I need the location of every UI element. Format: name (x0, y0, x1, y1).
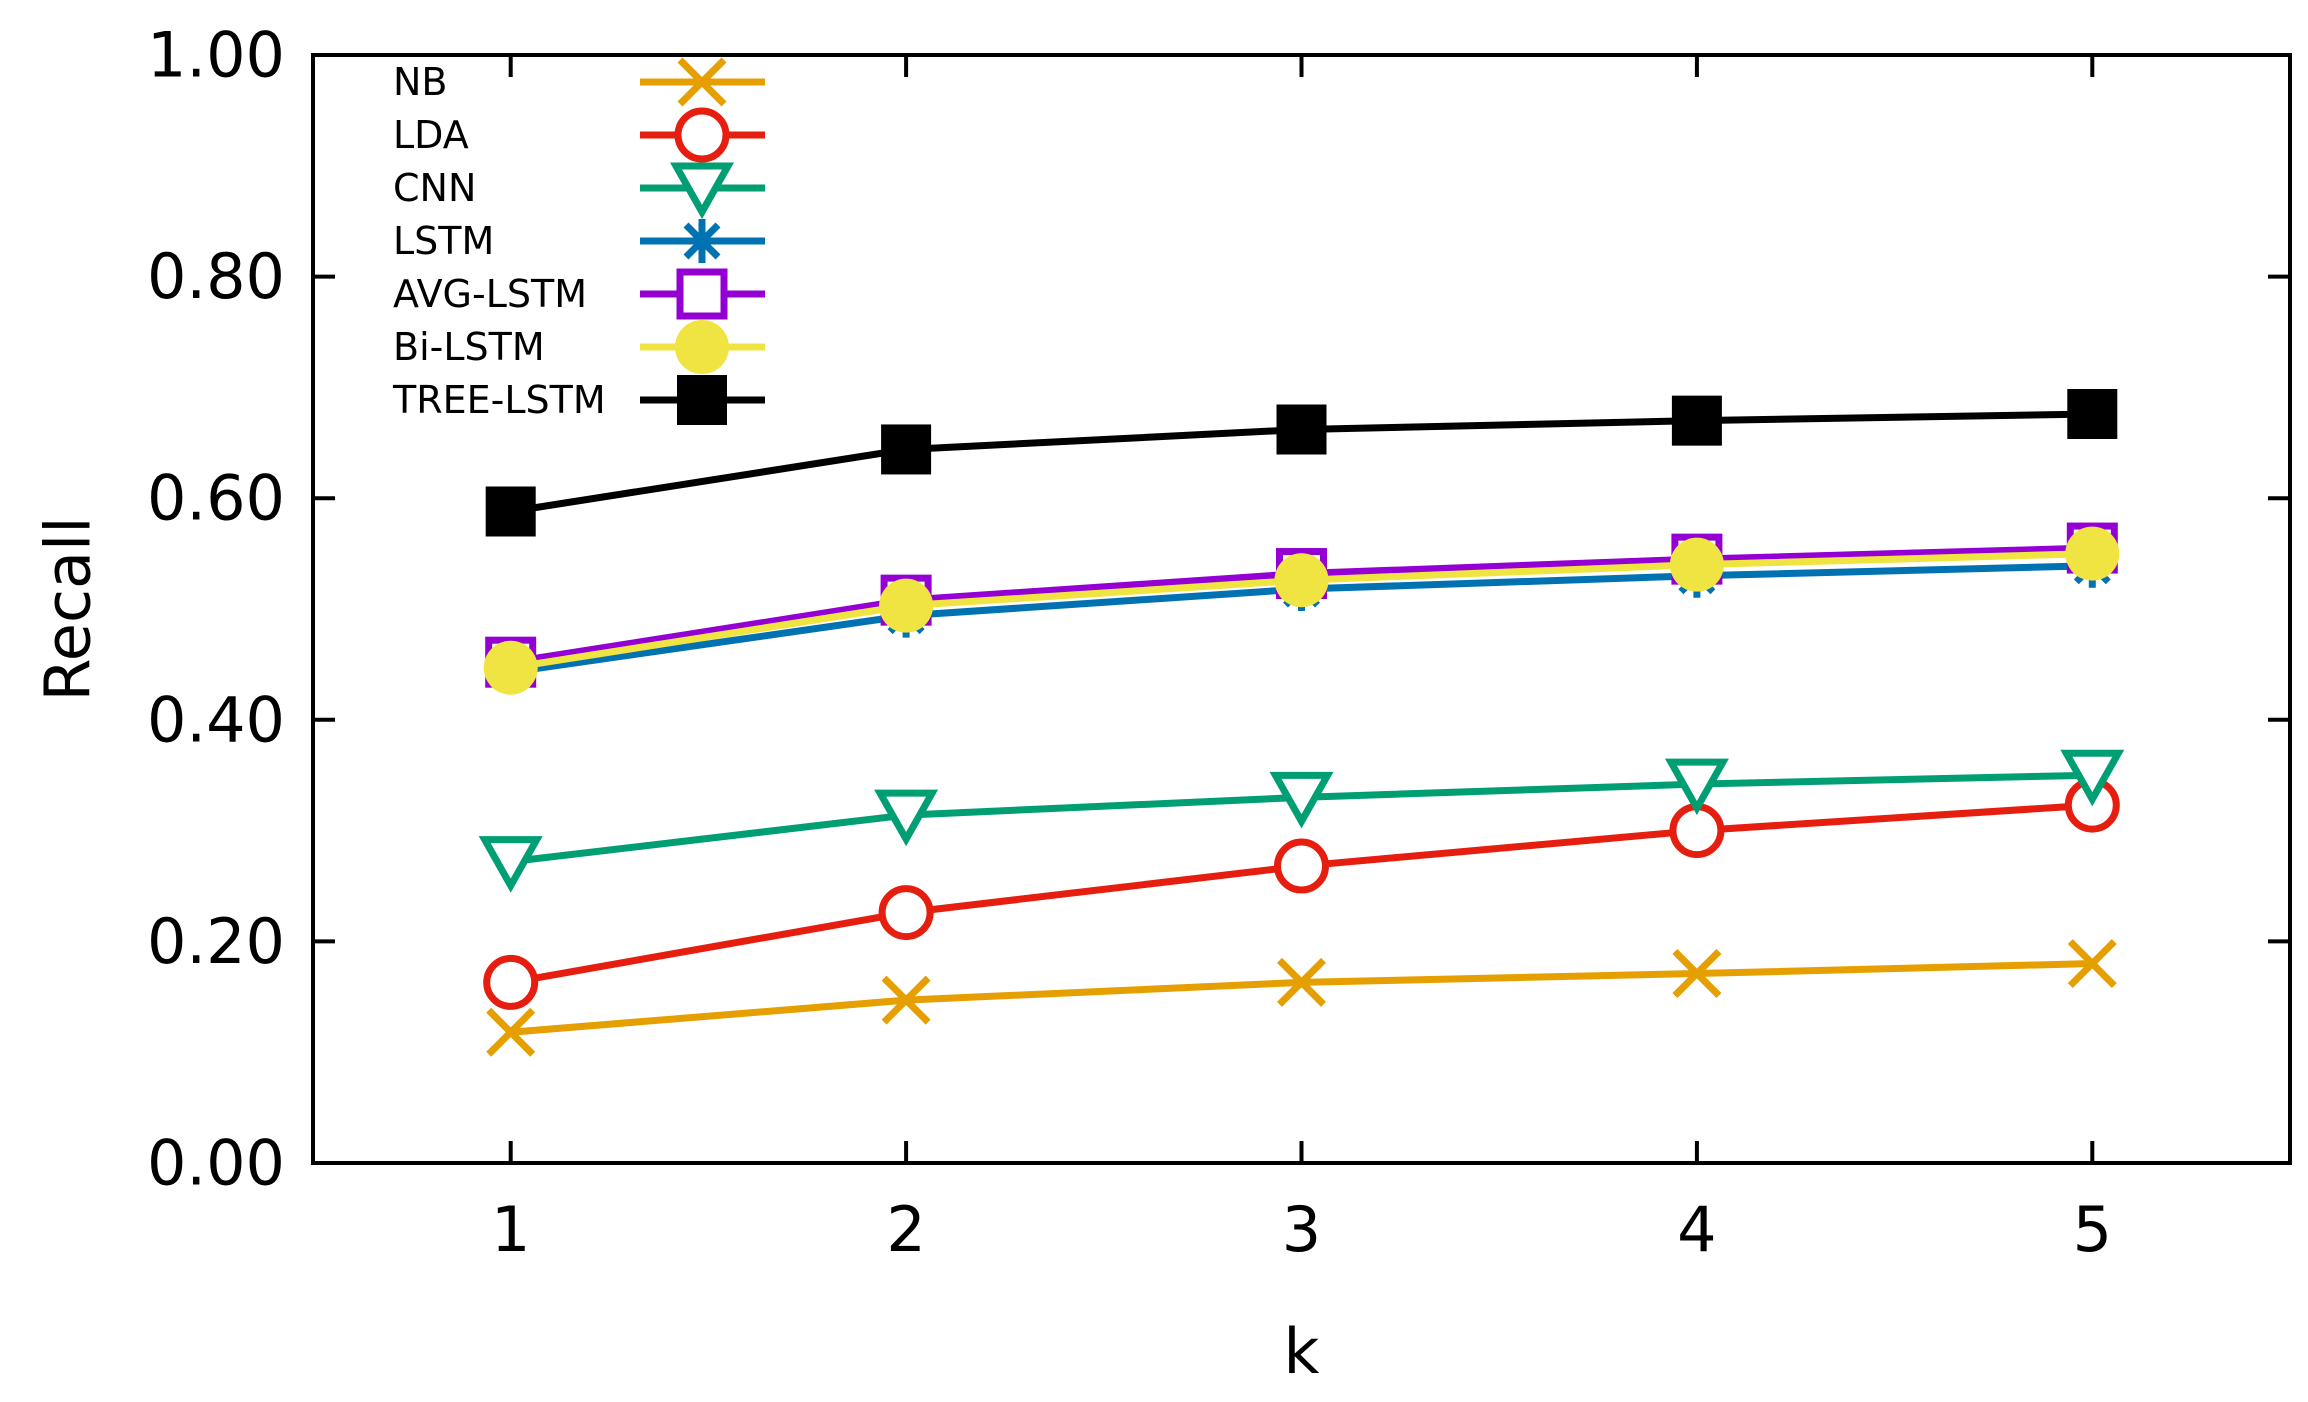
series-cnn (478, 749, 2125, 893)
data-point-nb-k2 (881, 975, 931, 1025)
series-lda (483, 777, 2120, 1010)
axis-ticks: 0.00 0.20 0.40 0.60 0.80 1.00 1 2 3 4 5 (147, 19, 2290, 1266)
legend-marker-swatch (680, 219, 724, 263)
series-layer (478, 388, 2125, 1057)
legend-item-lstm: LSTM (393, 219, 765, 263)
data-point-cnn-k3 (1269, 771, 1334, 829)
legend-item-cnn: CNN (393, 162, 765, 220)
data-point-cnn-k5 (2060, 749, 2125, 807)
legend-item-tree-lstm: TREE-LSTM (392, 375, 765, 425)
x-tick-label: 2 (886, 1193, 925, 1266)
data-point-cnn-k1 (478, 836, 543, 893)
legend-label: CNN (393, 166, 476, 210)
data-point-lda-k1 (483, 954, 539, 1010)
y-tick-label: 0.40 (147, 683, 285, 756)
legend-label: AVG-LSTM (393, 272, 587, 316)
data-point-tree-lstm-k4 (1671, 395, 1722, 446)
data-point-cnn-k2 (874, 789, 939, 847)
legend-marker-swatch (677, 57, 727, 107)
data-point-bi-lstm-k4 (1669, 537, 1724, 592)
x-tick-label: 5 (2073, 1193, 2112, 1266)
y-tick-label: 0.00 (147, 1127, 285, 1200)
legend-marker-swatch (677, 375, 727, 425)
data-point-nb-k5 (2067, 939, 2117, 989)
legend-label: Bi-LSTM (393, 325, 545, 369)
legend-item-nb: NB (393, 57, 765, 107)
data-point-lda-k3 (1274, 838, 1329, 894)
legend-label: NB (393, 60, 448, 104)
y-tick-label: 1.00 (147, 19, 285, 92)
legend-label: LDA (393, 113, 469, 157)
data-point-bi-lstm-k3 (1274, 553, 1329, 608)
data-point-tree-lstm-k1 (485, 486, 536, 537)
legend-item-lda: LDA (393, 107, 765, 163)
y-tick-label: 0.60 (147, 462, 285, 535)
data-point-nb-k4 (1672, 949, 1722, 999)
data-point-cnn-k4 (1664, 758, 1729, 816)
data-point-tree-lstm-k5 (2067, 388, 2118, 439)
legend-marker-swatch (675, 320, 729, 374)
x-axis-title: k (1284, 1315, 1320, 1388)
legend-marker-swatch (674, 107, 730, 163)
data-point-bi-lstm-k1 (483, 640, 538, 695)
series-bi-lstm (483, 526, 2120, 695)
data-point-nb-k1 (486, 1007, 536, 1057)
y-tick-label: 0.20 (147, 905, 285, 978)
data-point-bi-lstm-k2 (879, 578, 934, 633)
legend-label: LSTM (393, 219, 494, 263)
y-axis-title: Recall (32, 517, 105, 702)
legend-item-bi-lstm: Bi-LSTM (393, 320, 765, 374)
series-nb (486, 939, 2117, 1057)
x-tick-label: 3 (1282, 1193, 1321, 1266)
legend: NB LDA CNN LSTM AVG-LSTM Bi-LSTM TREE-LSTM (392, 57, 765, 425)
data-point-tree-lstm-k3 (1276, 404, 1327, 455)
legend-item-avg-lstm: AVG-LSTM (393, 268, 765, 320)
legend-marker-swatch (670, 162, 734, 220)
x-tick-label: 1 (491, 1193, 530, 1266)
x-tick-label: 4 (1677, 1193, 1716, 1266)
series-tree-lstm (485, 388, 2118, 537)
legend-marker-swatch (676, 268, 728, 320)
data-point-nb-k3 (1277, 957, 1326, 1007)
data-point-tree-lstm-k2 (881, 424, 932, 475)
legend-label: TREE-LSTM (392, 378, 606, 422)
data-point-lda-k2 (878, 885, 934, 941)
data-point-bi-lstm-k5 (2065, 526, 2120, 581)
y-tick-label: 0.80 (147, 240, 285, 313)
